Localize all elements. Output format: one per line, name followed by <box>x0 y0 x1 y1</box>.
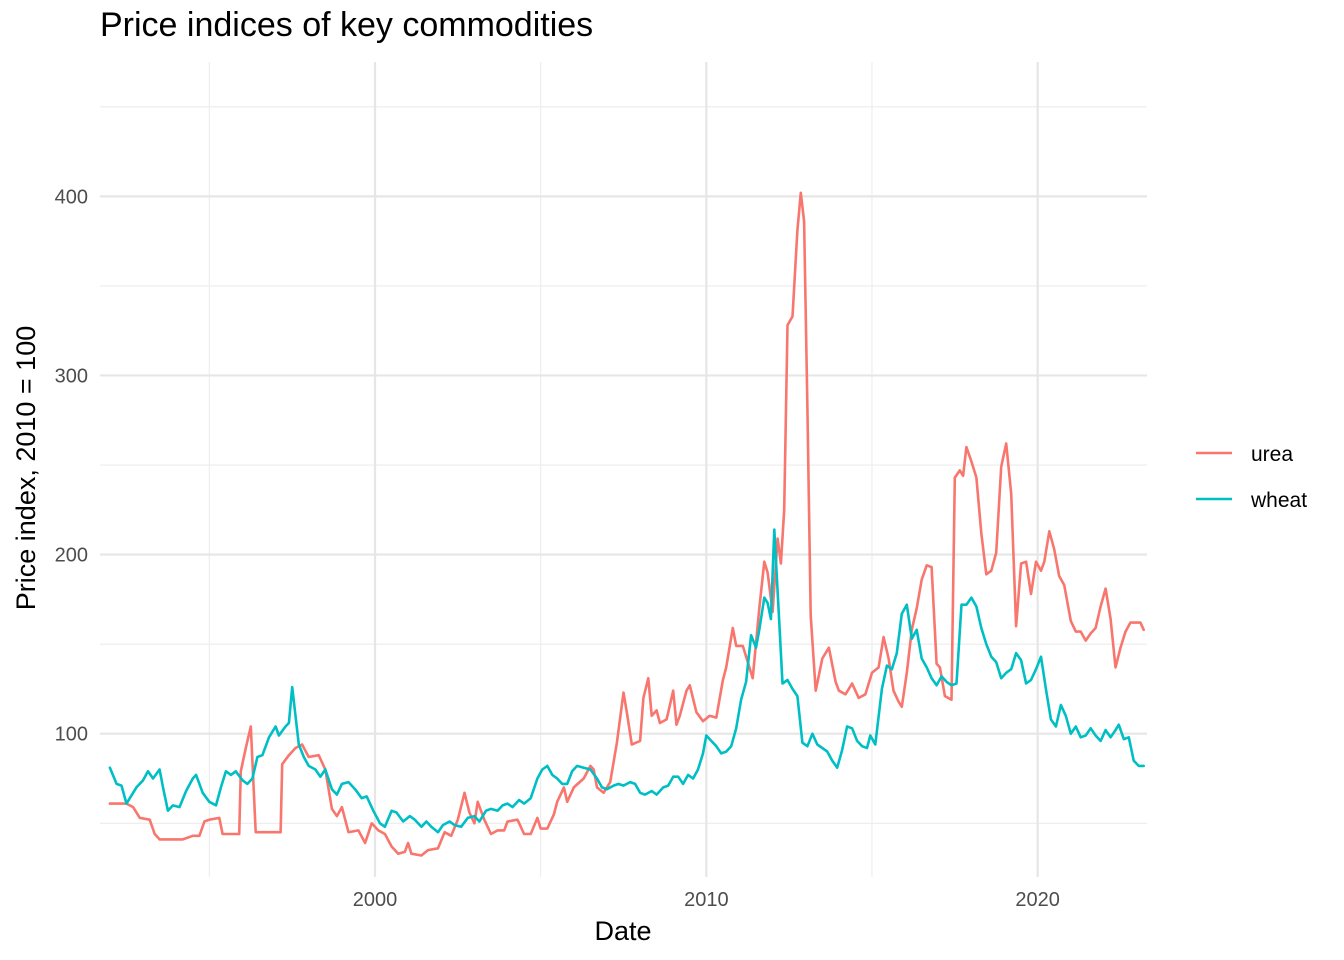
y-tick-label: 400 <box>55 186 88 208</box>
series-layer <box>108 191 1145 857</box>
legend: urea wheat <box>1196 443 1307 512</box>
x-tick-label: 2010 <box>684 889 729 911</box>
legend-label-urea: urea <box>1251 443 1293 466</box>
x-tick-label: 2020 <box>1015 889 1060 911</box>
x-tick-labels: 2000 2010 2020 <box>353 889 1060 911</box>
y-axis-title: Price index, 2010 = 100 <box>11 326 41 610</box>
x-axis-title: Date <box>594 916 651 946</box>
y-tick-label: 100 <box>55 724 88 746</box>
y-tick-label: 300 <box>55 365 88 387</box>
y-tick-label: 200 <box>55 545 88 567</box>
series-line-wheat <box>108 528 1145 834</box>
grid-major <box>100 62 1147 877</box>
series-line-urea <box>108 191 1145 857</box>
grid-minor <box>100 62 1147 877</box>
y-tick-labels: 100 200 300 400 <box>55 186 88 745</box>
legend-label-wheat: wheat <box>1250 489 1307 512</box>
x-tick-label: 2000 <box>353 889 398 911</box>
chart-title: Price indices of key commodities <box>100 6 594 44</box>
